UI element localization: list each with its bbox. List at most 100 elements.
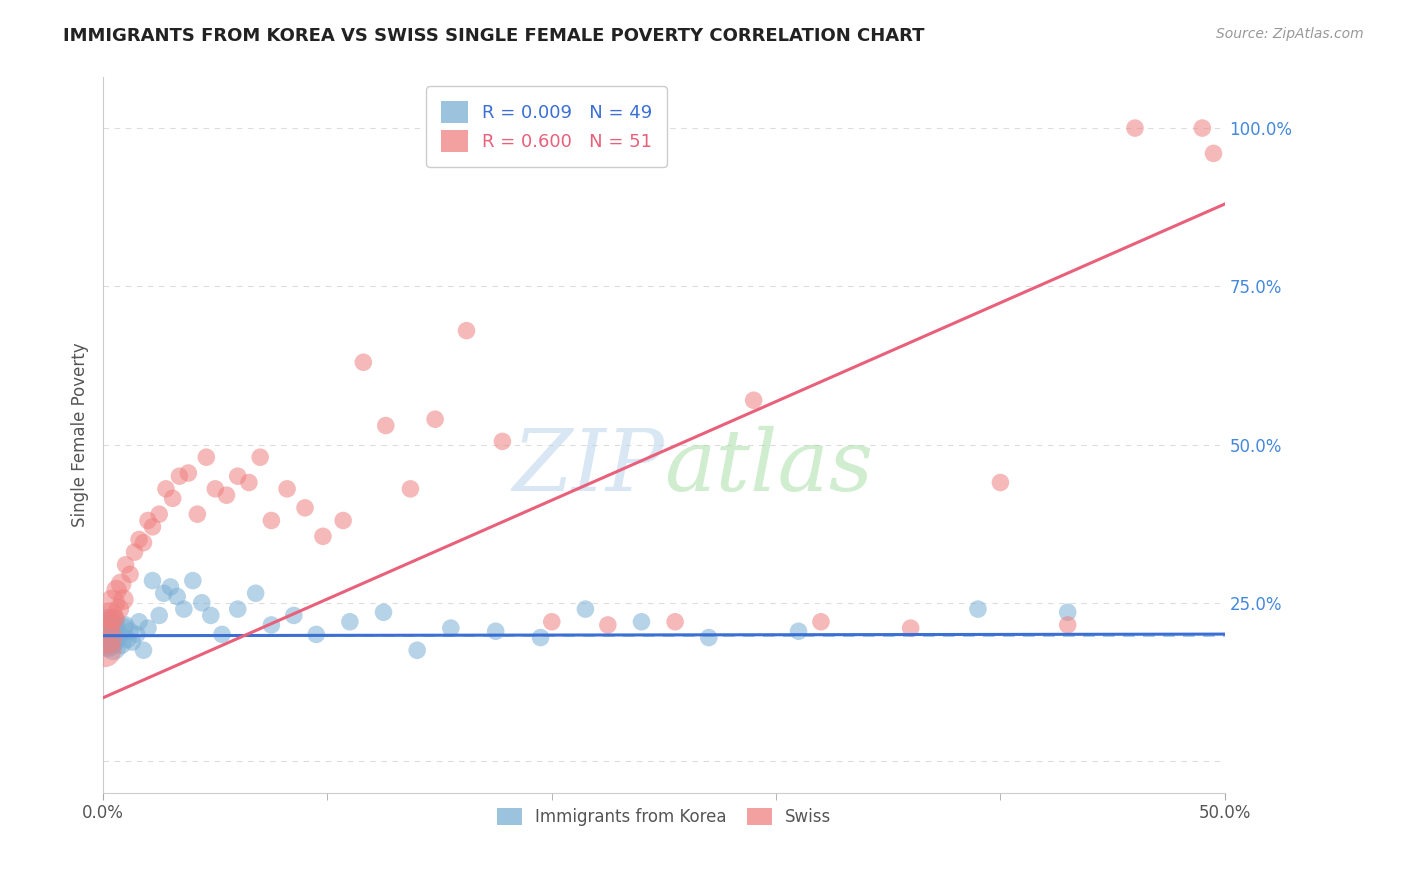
Text: atlas: atlas (664, 425, 873, 508)
Point (173, 602, 195, 616)
Point (283, 608, 305, 623)
Point (121, 635, 143, 649)
Point (105, 583, 128, 598)
Point (100, 633, 122, 648)
Point (260, 514, 283, 528)
Point (124, 545, 146, 559)
Point (118, 624, 141, 639)
Point (630, 615, 652, 629)
Point (276, 482, 298, 496)
Point (226, 469, 249, 483)
Point (204, 482, 226, 496)
Point (352, 355, 374, 369)
Point (108, 627, 131, 641)
Point (491, 434, 513, 449)
Point (529, 631, 551, 645)
Point (181, 574, 204, 588)
Point (540, 615, 562, 629)
Point (108, 602, 131, 616)
Point (162, 491, 184, 506)
Point (399, 482, 422, 496)
Point (125, 627, 148, 641)
Point (96, 631, 118, 645)
Point (177, 466, 200, 480)
Point (132, 535, 155, 549)
Point (97, 624, 120, 639)
Point (485, 624, 508, 639)
Point (742, 393, 765, 408)
Point (1056, 605, 1078, 619)
Point (1202, 146, 1225, 161)
Point (112, 592, 135, 607)
Point (94, 621, 117, 635)
Point (1123, 121, 1146, 136)
Point (664, 615, 686, 629)
Point (98, 608, 121, 623)
Point (128, 533, 150, 547)
Point (810, 615, 832, 629)
Point (141, 520, 163, 534)
Point (238, 475, 260, 490)
Point (787, 624, 810, 639)
Legend: Immigrants from Korea, Swiss: Immigrants from Korea, Swiss (488, 799, 839, 834)
Point (245, 586, 267, 600)
Point (1056, 618, 1078, 632)
Point (117, 632, 139, 647)
Point (900, 621, 922, 635)
Point (112, 621, 135, 635)
Point (215, 488, 238, 502)
Point (260, 618, 283, 632)
Point (110, 576, 132, 591)
Point (148, 507, 170, 521)
Point (101, 596, 124, 610)
Point (169, 469, 191, 483)
Point (191, 596, 214, 610)
Point (136, 621, 159, 635)
Point (159, 580, 181, 594)
Point (93, 627, 115, 641)
Point (374, 418, 396, 433)
Point (128, 615, 150, 629)
Point (94, 631, 117, 645)
Point (136, 514, 159, 528)
Text: IMMIGRANTS FROM KOREA VS SWISS SINGLE FEMALE POVERTY CORRELATION CHART: IMMIGRANTS FROM KOREA VS SWISS SINGLE FE… (63, 27, 925, 45)
Point (114, 618, 136, 632)
Point (332, 514, 354, 528)
Point (103, 640, 125, 654)
Point (373, 605, 395, 619)
Point (110, 637, 132, 651)
Point (166, 590, 188, 604)
Point (596, 618, 619, 632)
Point (98, 618, 121, 632)
Point (1191, 121, 1213, 136)
Point (406, 643, 429, 657)
Point (148, 608, 170, 623)
Point (305, 627, 328, 641)
Text: ZIP: ZIP (512, 425, 664, 508)
Point (697, 631, 720, 645)
Point (141, 574, 163, 588)
Y-axis label: Single Female Poverty: Single Female Poverty (72, 343, 89, 527)
Point (200, 608, 222, 623)
Point (105, 631, 128, 645)
Point (103, 623, 125, 637)
Point (312, 529, 335, 543)
Point (103, 611, 125, 625)
Point (339, 615, 361, 629)
Point (97, 618, 120, 632)
Point (211, 627, 233, 641)
Point (294, 500, 316, 515)
Point (101, 615, 124, 629)
Point (574, 602, 596, 616)
Text: Source: ZipAtlas.com: Source: ZipAtlas.com (1216, 27, 1364, 41)
Point (186, 507, 208, 521)
Point (249, 450, 271, 465)
Point (967, 602, 990, 616)
Point (423, 412, 446, 426)
Point (118, 567, 141, 582)
Point (132, 643, 155, 657)
Point (93, 643, 115, 657)
Point (456, 324, 478, 338)
Point (97, 637, 120, 651)
Point (226, 602, 249, 616)
